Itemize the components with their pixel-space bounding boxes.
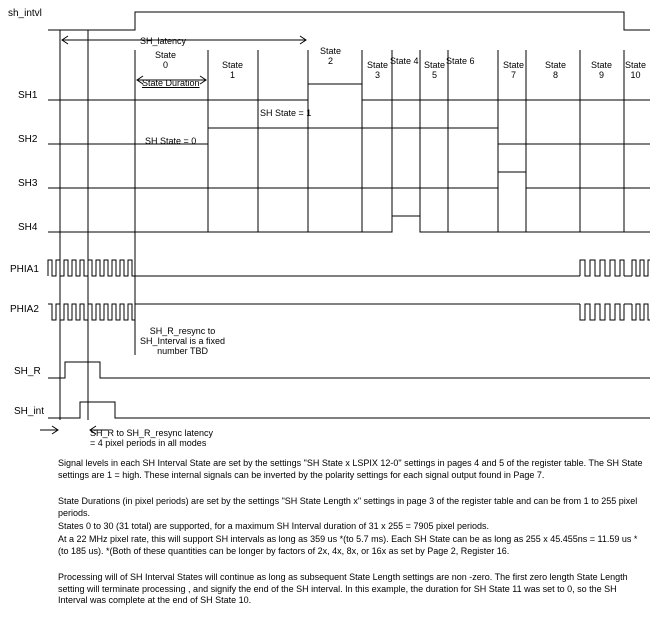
body-p1: Signal levels in each SH Interval State …: [58, 458, 643, 481]
phia1-clock: [48, 260, 650, 276]
body-p3: States 0 to 30 (31 total) are supported,…: [58, 521, 643, 533]
body-p5: Processing will of SH Interval States wi…: [58, 572, 643, 607]
body-p4: At a 22 MHz pixel rate, this will suppor…: [58, 534, 643, 557]
body-p2: State Durations (in pixel periods) are s…: [58, 496, 643, 519]
timing-diagram: [0, 0, 659, 450]
phia2-clock: [48, 304, 650, 320]
